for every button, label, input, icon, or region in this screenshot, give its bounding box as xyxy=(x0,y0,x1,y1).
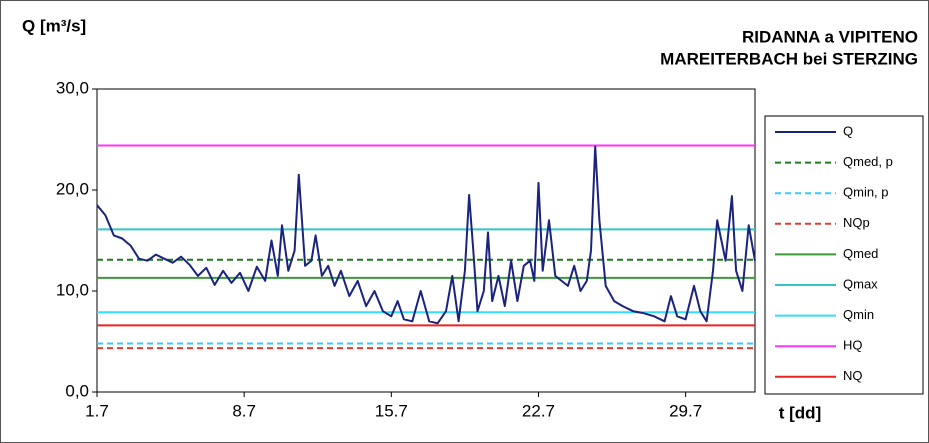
x-tick-label: 1.7 xyxy=(85,401,109,420)
y-tick-label: 0,0 xyxy=(65,381,89,400)
legend-label: Qmed, p xyxy=(843,154,893,169)
y-axis-label: Q [m³/s] xyxy=(22,16,86,35)
legend-label: Qmed xyxy=(843,246,878,261)
series-line xyxy=(96,145,756,325)
x-tick-label: 8.7 xyxy=(232,401,256,420)
legend-label: HQ xyxy=(843,338,863,353)
x-tick-label: 15.7 xyxy=(375,401,408,420)
chart-title: RIDANNA a VIPITENO xyxy=(742,27,918,46)
legend-label: Qmin, p xyxy=(843,185,889,200)
x-tick-label: 22.7 xyxy=(522,401,555,420)
x-axis-label: t [dd] xyxy=(779,403,821,422)
y-tick-label: 10,0 xyxy=(56,280,89,299)
legend-label: Q xyxy=(843,123,853,138)
chart-subtitle: MAREITERBACH bei STERZING xyxy=(660,49,918,68)
y-tick-label: 20,0 xyxy=(56,179,89,198)
x-tick-label: 29.7 xyxy=(669,401,702,420)
legend-label: Qmin xyxy=(843,307,874,322)
legend-label: Qmax xyxy=(843,276,878,291)
legend-label: NQp xyxy=(843,215,870,230)
plot-area xyxy=(96,88,756,393)
y-tick-label: 30,0 xyxy=(56,78,89,97)
legend-label: NQ xyxy=(843,368,863,383)
